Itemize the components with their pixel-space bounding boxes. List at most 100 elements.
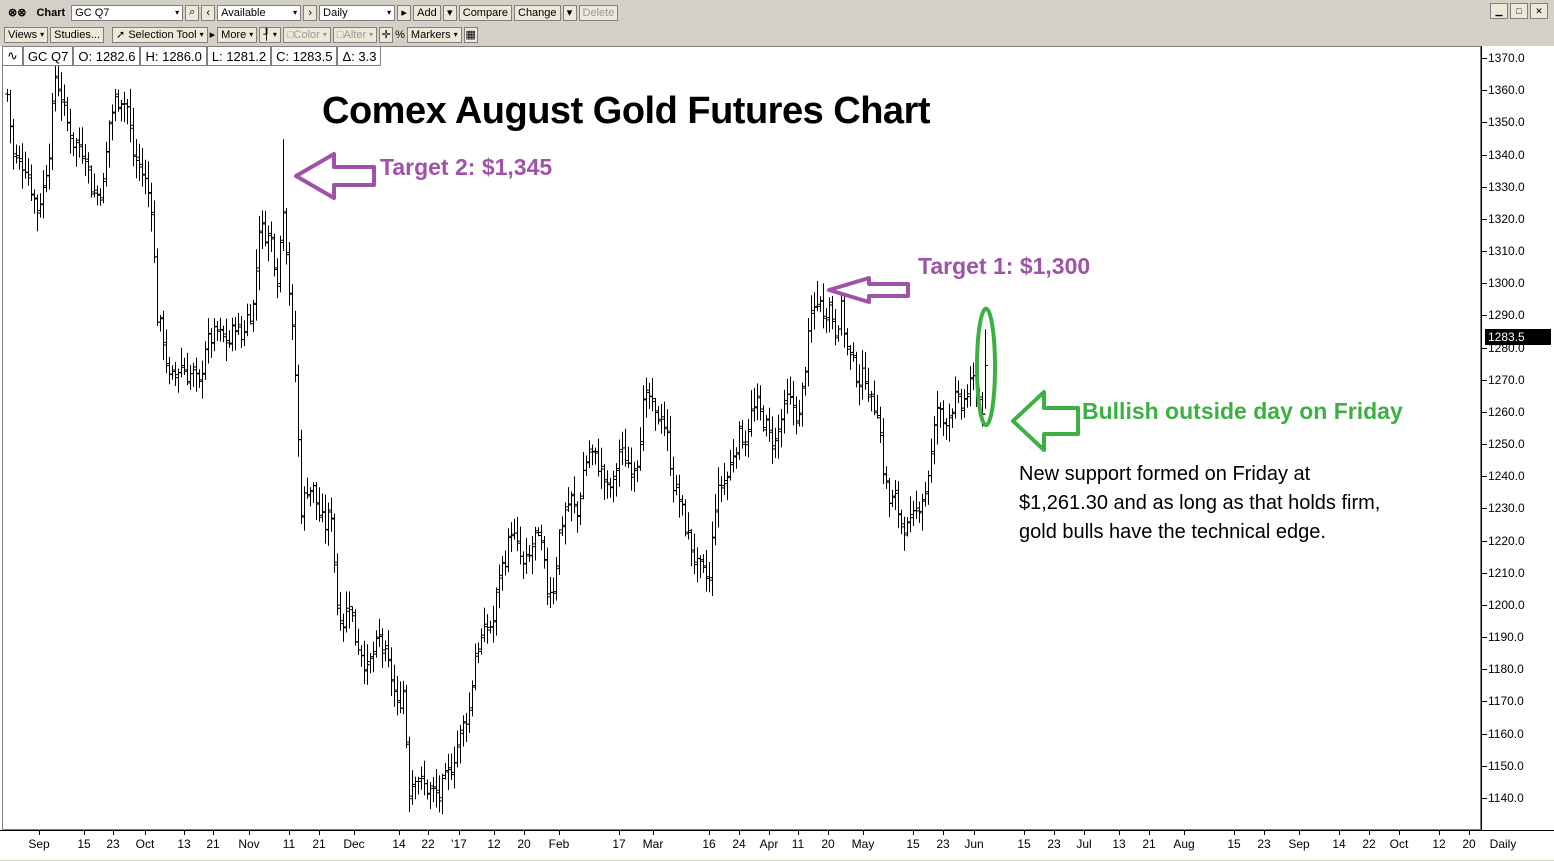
ohlc-bar (506, 528, 511, 573)
availability-value: Available (221, 6, 266, 19)
add-button[interactable]: Add (413, 4, 441, 21)
ohlc-bar (692, 533, 697, 575)
dropdown-arrow-icon[interactable]: ▾ (387, 8, 392, 17)
x-tick-label: Aug (1173, 837, 1195, 851)
ohlc-bar (611, 470, 616, 503)
ohlc-bar (368, 653, 373, 674)
x-tick-label: 20 (517, 837, 531, 851)
delete-button[interactable]: Delete (578, 4, 619, 21)
ohlc-bar (257, 215, 262, 291)
search-icon[interactable]: ⌕ (185, 4, 200, 21)
ohlc-bar (407, 736, 412, 812)
dropdown-arrow-icon[interactable]: ▾ (175, 8, 180, 17)
ohlc-bar (425, 779, 430, 800)
chevron-left-icon[interactable]: ‹ (201, 4, 216, 21)
ohlc-bar (101, 173, 106, 204)
play-icon[interactable]: ▸ (397, 4, 412, 21)
views-button[interactable]: Views ▾ (4, 26, 49, 43)
ohlc-bar (95, 185, 100, 206)
ohlc-bar (857, 364, 862, 406)
y-tick-label: 1180.0 (1488, 662, 1524, 677)
ohlc-bar (899, 509, 904, 535)
ohlc-bar (5, 88, 10, 102)
ohlc-bar (317, 487, 322, 522)
period-select[interactable]: Daily ▾ (319, 4, 396, 21)
ohlc-bar (485, 614, 490, 644)
x-tick-label: 21 (312, 837, 326, 851)
x-tick-label: '17 (451, 837, 467, 851)
percent-toggle[interactable]: % (395, 28, 405, 41)
alter-button[interactable]: □ Alter ▾ (332, 26, 378, 43)
x-tick-mark (1054, 831, 1055, 835)
ohlc-bar (950, 408, 955, 428)
maximize-icon[interactable]: □ (1510, 3, 1528, 19)
color-button[interactable]: □ Color ▾ (282, 26, 331, 43)
ohlc-bar (929, 438, 934, 483)
ohlc-bar (524, 537, 529, 575)
ohlc-bar (329, 497, 334, 532)
ohlc-bar (116, 89, 121, 112)
y-tick-mark (1482, 315, 1487, 317)
crosshair-button[interactable]: ┦ ▾ (259, 26, 281, 43)
ohlc-bar (740, 420, 745, 449)
studies-button[interactable]: Studies... (50, 26, 105, 43)
ohlc-bar (638, 427, 643, 471)
ohlc-bar (617, 439, 622, 487)
change-button[interactable]: Change (514, 4, 561, 21)
y-tick-mark (1482, 765, 1487, 767)
ohlc-bar (497, 564, 502, 609)
x-tick-label: May (851, 837, 875, 851)
ohlc-bar (566, 487, 571, 512)
ohlc-readout: ∿ GC Q7 O: 1282.6 H: 1286.0 L: 1281.2 C:… (2, 46, 382, 66)
ohlc-bar (917, 501, 922, 523)
ohlc-bar (746, 418, 751, 458)
ohlc-bar (707, 562, 712, 593)
selection-tool-button[interactable]: ➚ Selection Tool ▾ (112, 26, 208, 43)
plot-area[interactable] (2, 46, 1481, 830)
x-tick-label: 22 (1362, 837, 1376, 851)
chart-link-icon[interactable]: ⊗⊗ (8, 7, 27, 19)
chart-type-icon[interactable]: ∿ (2, 46, 23, 66)
time-axis[interactable]: Sep 15 23 Oct 13 21 Nov 11 21 Dec 14 22 '17 12 20 Feb 17… (0, 830, 1554, 861)
x-tick-mark (863, 831, 864, 835)
calculator-icon[interactable]: ▦ (463, 26, 478, 43)
ohlc-bar (683, 499, 688, 537)
ohlc-bar (773, 427, 778, 459)
chevron-right-icon[interactable]: › (303, 4, 318, 21)
ohlc-bar (50, 93, 55, 171)
chevron-right-icon[interactable]: ▸ (209, 29, 216, 41)
chart-label: Chart (36, 6, 66, 19)
price-axis[interactable]: 1370.0 1360.0 1350.0 1340.0 1330.0 1320.0 1310… (1481, 46, 1554, 830)
ohlc-bar (650, 378, 655, 412)
change-dropdown-icon[interactable]: ▾ (562, 4, 577, 21)
y-tick-label: 1330.0 (1488, 179, 1525, 194)
add-dropdown-icon[interactable]: ▾ (442, 4, 457, 21)
symbol-input[interactable]: GC Q7 ▾ (71, 4, 184, 21)
ohlc-bar (47, 143, 52, 190)
ohlc-bar (500, 556, 505, 591)
ohlc-bar (347, 591, 352, 629)
x-tick-label: Jun (964, 837, 984, 851)
y-tick-label: 1250.0 (1488, 437, 1525, 452)
ohlc-bar (905, 517, 910, 537)
ohlc-bar (464, 712, 469, 743)
ohlc-bar (428, 781, 433, 810)
minimize-icon[interactable]: ▁ (1490, 3, 1508, 19)
ohlc-bar (824, 308, 829, 334)
close-icon[interactable]: ✕ (1530, 3, 1548, 19)
crosshair-icon[interactable]: ✛ (379, 26, 394, 43)
ohlc-bar (239, 316, 244, 348)
compare-button[interactable]: Compare (458, 4, 512, 21)
ohlc-bar (920, 493, 925, 531)
ohlc-bar (356, 628, 361, 655)
ohlc-bar (305, 477, 310, 499)
ohlc-bar (839, 291, 844, 336)
dropdown-arrow-icon[interactable]: ▾ (293, 8, 298, 17)
availability-select[interactable]: Available ▾ (217, 4, 302, 21)
ohlc-bar (440, 773, 445, 815)
more-button[interactable]: More ▾ (217, 26, 258, 43)
x-tick-mark (1119, 831, 1120, 835)
ohlc-bar (431, 776, 436, 803)
y-tick-mark (1482, 444, 1487, 446)
markers-button[interactable]: Markers ▾ (406, 26, 462, 43)
